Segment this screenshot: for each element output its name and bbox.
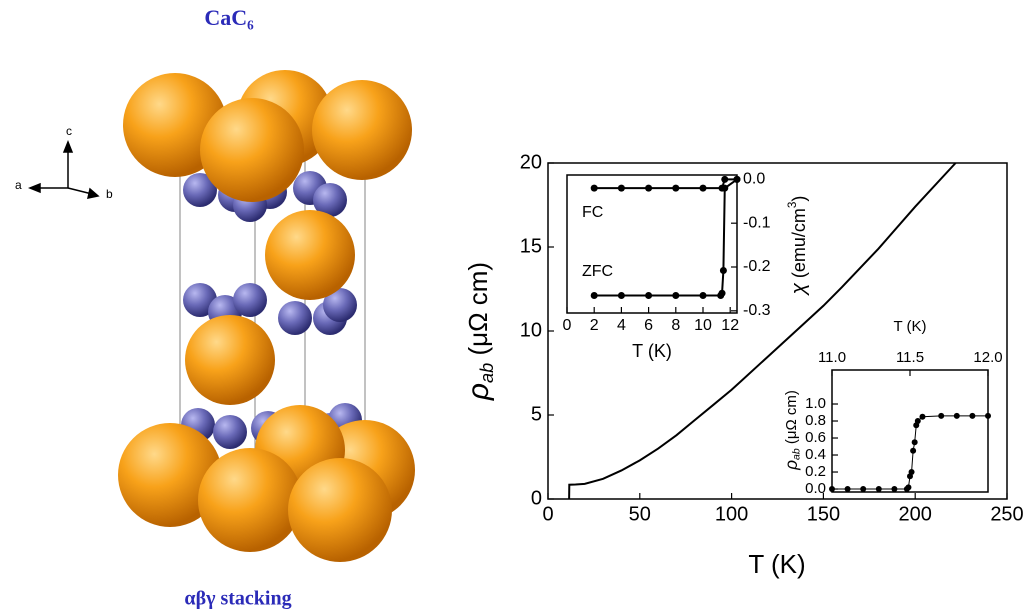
- structure-caption: αβγ stacking: [184, 588, 291, 610]
- data-point: [590, 184, 598, 192]
- axis-c: c: [66, 124, 72, 138]
- y-axis-label: χ (emu/cm3): [786, 196, 811, 297]
- y-tick-label: -0.2: [743, 258, 771, 275]
- axis-b: b: [106, 187, 113, 201]
- series-label: ZFC: [582, 263, 613, 280]
- y-tick-label: 0.4: [805, 446, 826, 463]
- x-tick-label: 150: [807, 503, 840, 525]
- data-point: [969, 412, 976, 419]
- x-tick-label: 12: [721, 317, 739, 334]
- x-tick-label: 0: [563, 317, 572, 334]
- x-tick-label: 50: [629, 503, 651, 525]
- data-point: [617, 184, 625, 192]
- data-point: [733, 175, 741, 183]
- crystal-structure: CaC₆ c a b αβγ stacking: [15, 5, 415, 610]
- data-point: [938, 412, 945, 419]
- y-tick-label: 1.0: [805, 395, 826, 412]
- structure-title: CaC₆: [204, 5, 254, 30]
- data-point: [699, 291, 707, 299]
- data-point: [719, 267, 727, 275]
- data-point: [875, 486, 882, 493]
- y-tick-label: 10: [520, 319, 542, 341]
- data-point: [860, 486, 867, 493]
- data-point: [908, 469, 915, 476]
- data-point: [718, 289, 726, 297]
- x-tick-label: 200: [899, 503, 932, 525]
- x-tick-label: 10: [694, 317, 712, 334]
- data-point: [985, 412, 991, 419]
- y-tick-label: 0.0: [805, 480, 826, 497]
- y-label-subscript: ab: [477, 363, 497, 383]
- x-tick-label: 11.5: [896, 349, 924, 366]
- data-point: [672, 291, 680, 299]
- data-point: [829, 486, 835, 493]
- data-point: [914, 418, 921, 425]
- x-tick-label: 6: [644, 317, 653, 334]
- y-tick-label: 5: [531, 403, 542, 425]
- y-label-superscript: 3: [786, 202, 799, 209]
- y-tick-label: 0.2: [805, 463, 826, 480]
- data-point: [891, 486, 898, 493]
- y-axis-label: ρab (μΩ cm): [781, 390, 803, 471]
- x-tick-label: 4: [617, 317, 626, 334]
- y-axis-label: ρab (μΩ cm): [462, 262, 497, 401]
- y-tick-label: 0.8: [805, 412, 826, 429]
- data-point: [953, 412, 960, 419]
- x-tick-label: 12.0: [973, 349, 1002, 366]
- data-point: [721, 184, 729, 192]
- y-tick-label: 20: [520, 151, 542, 173]
- y-label-close: ): [789, 196, 809, 202]
- x-tick-label: 8: [671, 317, 680, 334]
- data-point: [910, 447, 917, 454]
- data-point: [911, 439, 918, 446]
- y-tick-label: 0: [531, 487, 542, 509]
- data-point: [645, 184, 653, 192]
- y-tick-label: 0.6: [805, 429, 826, 446]
- x-tick-label: 2: [590, 317, 599, 334]
- y-tick-label: 0.0: [743, 171, 765, 188]
- x-tick-label: 0: [542, 503, 553, 525]
- x-tick-label: 11.0: [818, 349, 846, 366]
- y-label-subscript: ab: [790, 448, 802, 460]
- y-label-symbol: χ: [787, 282, 810, 296]
- y-label-symbol: ρ: [781, 460, 801, 471]
- series-label: FC: [582, 204, 603, 221]
- x-axis-label: T (K): [748, 549, 805, 579]
- x-tick-label: 250: [990, 503, 1023, 525]
- axis-a: a: [15, 178, 22, 192]
- data-line: [594, 178, 738, 297]
- data-point: [699, 184, 707, 192]
- data-point: [590, 291, 598, 299]
- data-point: [721, 175, 729, 183]
- x-axis-label: T (K): [632, 341, 672, 361]
- y-tick-label: -0.3: [743, 302, 771, 319]
- plot-frame: [566, 174, 738, 314]
- data-point: [645, 291, 653, 299]
- y-label-unit: (μΩ cm): [783, 390, 800, 448]
- data-point: [919, 413, 926, 420]
- data-point: [905, 484, 912, 491]
- x-tick-label: 100: [715, 503, 748, 525]
- data-line: [568, 162, 957, 500]
- data-point: [844, 486, 851, 493]
- y-tick-label: 15: [520, 235, 542, 257]
- y-label-unit: (emu/cm: [789, 208, 809, 283]
- y-tick-label: -0.1: [743, 214, 771, 231]
- y-label-unit: (μΩ cm): [463, 262, 493, 363]
- data-point: [617, 291, 625, 299]
- x-axis-label: T (K): [893, 318, 926, 335]
- data-point: [672, 184, 680, 192]
- y-label-symbol: ρ: [462, 383, 495, 401]
